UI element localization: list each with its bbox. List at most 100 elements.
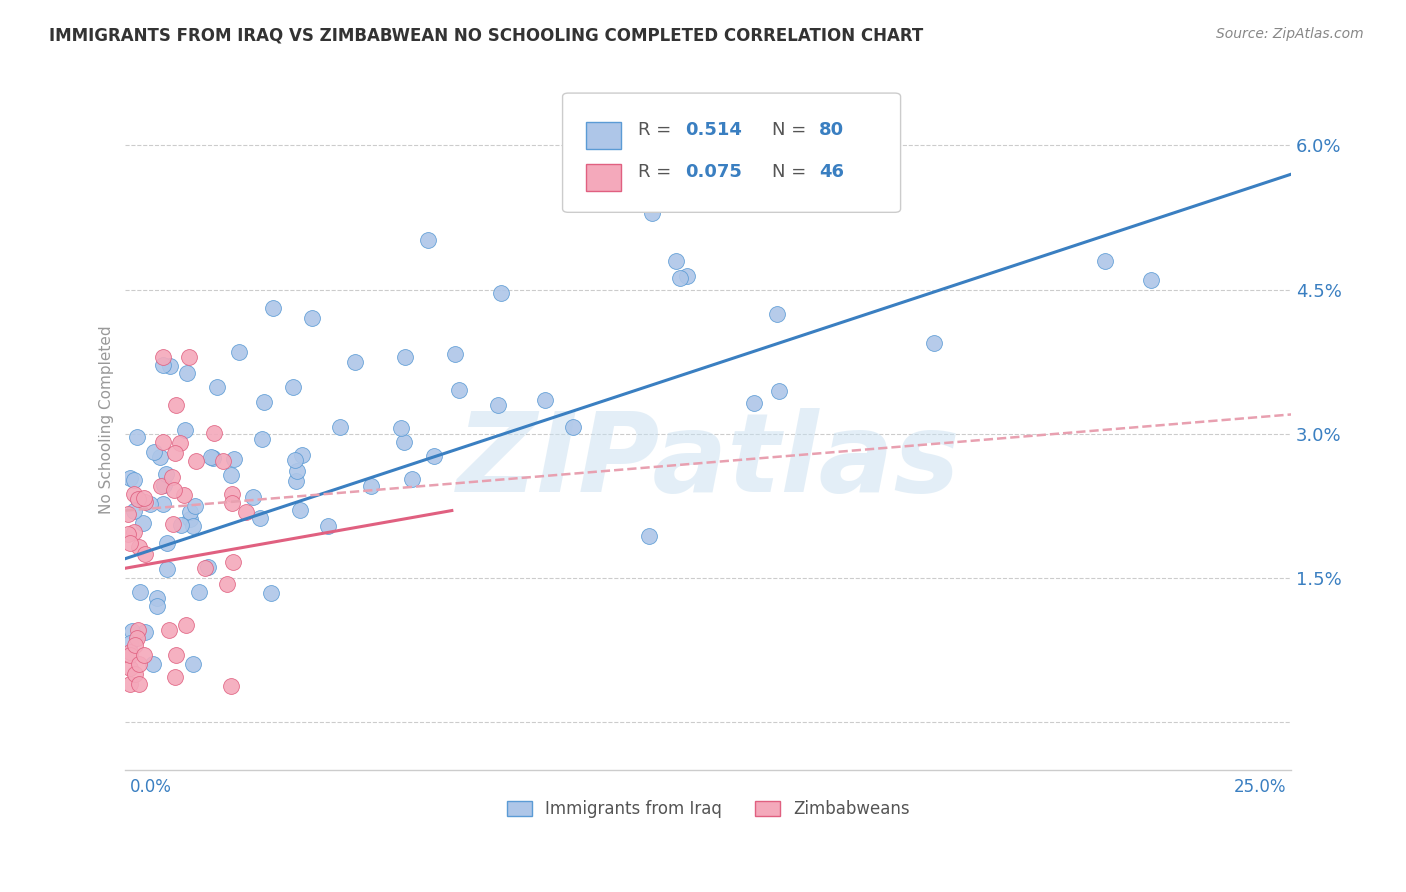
Point bbox=[152, 478, 174, 492]
FancyBboxPatch shape bbox=[586, 122, 621, 149]
Point bbox=[120, 536, 142, 550]
Point bbox=[766, 307, 789, 321]
Point bbox=[222, 452, 245, 467]
Point bbox=[117, 508, 139, 522]
Point bbox=[132, 491, 155, 505]
Point bbox=[221, 496, 243, 510]
Text: 0.075: 0.075 bbox=[685, 163, 742, 181]
Point bbox=[291, 448, 314, 462]
Point bbox=[165, 648, 187, 662]
Point bbox=[124, 473, 146, 487]
Point bbox=[156, 536, 179, 550]
Point bbox=[179, 350, 201, 364]
Point bbox=[127, 631, 149, 645]
Point bbox=[262, 301, 284, 315]
Point bbox=[316, 518, 339, 533]
Text: Source: ZipAtlas.com: Source: ZipAtlas.com bbox=[1216, 27, 1364, 41]
Point bbox=[184, 454, 207, 468]
Text: R =: R = bbox=[638, 163, 678, 181]
Point bbox=[360, 479, 382, 493]
Point bbox=[118, 661, 141, 675]
Point bbox=[219, 467, 242, 482]
Point bbox=[165, 446, 187, 460]
Point bbox=[922, 335, 945, 350]
Point bbox=[125, 430, 148, 444]
Point bbox=[589, 163, 612, 178]
Point bbox=[155, 467, 177, 481]
Point bbox=[157, 624, 180, 638]
Text: 0.0%: 0.0% bbox=[131, 779, 172, 797]
Point bbox=[221, 679, 243, 693]
Point bbox=[187, 585, 209, 599]
Point bbox=[676, 268, 699, 283]
Point bbox=[344, 355, 367, 369]
Text: 80: 80 bbox=[818, 121, 844, 139]
Point bbox=[132, 516, 155, 530]
Point bbox=[165, 398, 187, 412]
Text: IMMIGRANTS FROM IRAQ VS ZIMBABWEAN NO SCHOOLING COMPLETED CORRELATION CHART: IMMIGRANTS FROM IRAQ VS ZIMBABWEAN NO SC… bbox=[49, 27, 924, 45]
Point bbox=[159, 359, 181, 373]
Point bbox=[156, 562, 179, 576]
Text: N =: N = bbox=[772, 121, 813, 139]
Point bbox=[134, 648, 156, 662]
Point bbox=[301, 311, 323, 326]
Point bbox=[174, 618, 197, 632]
Point bbox=[120, 648, 142, 662]
Point bbox=[120, 676, 142, 690]
Text: N =: N = bbox=[772, 163, 813, 181]
Point bbox=[124, 666, 146, 681]
Point bbox=[389, 421, 412, 435]
Point bbox=[127, 624, 149, 638]
Point bbox=[489, 285, 512, 300]
Point bbox=[447, 383, 470, 397]
Point bbox=[120, 636, 142, 650]
Point bbox=[128, 657, 150, 672]
Point bbox=[146, 599, 169, 613]
FancyBboxPatch shape bbox=[562, 93, 901, 212]
Point bbox=[202, 425, 225, 440]
Point bbox=[173, 488, 195, 502]
Point bbox=[121, 624, 143, 639]
Point bbox=[122, 487, 145, 501]
Point bbox=[128, 676, 150, 690]
Point bbox=[139, 497, 162, 511]
Text: R =: R = bbox=[638, 121, 678, 139]
Point bbox=[179, 505, 201, 519]
Text: 46: 46 bbox=[818, 163, 844, 181]
Point bbox=[181, 657, 204, 672]
Point bbox=[249, 511, 271, 525]
Point bbox=[152, 497, 174, 511]
Point bbox=[217, 576, 239, 591]
Point bbox=[149, 450, 172, 464]
Point bbox=[170, 518, 193, 533]
Point bbox=[641, 205, 664, 219]
Point bbox=[285, 464, 308, 478]
Text: 25.0%: 25.0% bbox=[1234, 779, 1286, 797]
Point bbox=[288, 502, 311, 516]
Point bbox=[768, 384, 790, 399]
Point bbox=[134, 624, 156, 639]
Point bbox=[284, 452, 307, 467]
Point bbox=[281, 379, 304, 393]
Point bbox=[173, 423, 195, 437]
Point bbox=[146, 591, 169, 605]
Point bbox=[562, 420, 585, 434]
Point bbox=[124, 638, 146, 652]
Legend: Immigrants from Iraq, Zimbabweans: Immigrants from Iraq, Zimbabweans bbox=[501, 794, 917, 825]
Point bbox=[228, 345, 250, 359]
Point bbox=[212, 454, 235, 468]
Point bbox=[392, 435, 415, 450]
Point bbox=[169, 436, 191, 450]
Point bbox=[394, 350, 416, 364]
FancyBboxPatch shape bbox=[586, 164, 621, 191]
Point bbox=[200, 450, 222, 464]
Point bbox=[669, 271, 692, 285]
Point bbox=[221, 487, 243, 501]
Text: ZIPatlas: ZIPatlas bbox=[457, 408, 960, 515]
Point bbox=[422, 450, 444, 464]
Point bbox=[284, 474, 307, 488]
Point bbox=[134, 495, 156, 509]
Point bbox=[129, 585, 152, 599]
Point bbox=[142, 657, 165, 672]
Point bbox=[179, 512, 201, 526]
